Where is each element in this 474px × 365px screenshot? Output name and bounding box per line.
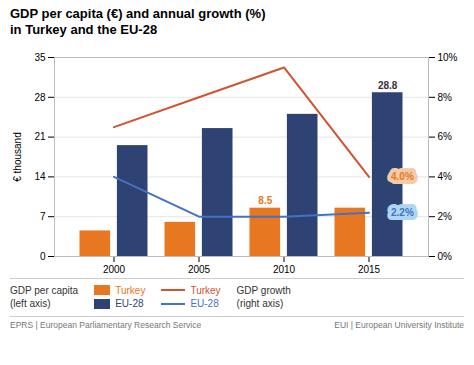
html-text:EPRS | European Parliamentary: EPRS | European Parliamentary Research S… bbox=[10, 319, 202, 330]
svg-text:21: 21 bbox=[34, 131, 46, 142]
svg-text:35: 35 bbox=[34, 51, 46, 62]
html-text:EU-28: EU-28 bbox=[115, 298, 144, 309]
html-text:in Turkey and the EU-28: in Turkey and the EU-28 bbox=[10, 22, 158, 38]
svg-text:6%: 6% bbox=[438, 131, 453, 142]
svg-text:2010: 2010 bbox=[273, 263, 296, 274]
svg-text:4.0%: 4.0% bbox=[391, 171, 414, 182]
svg-text:2%: 2% bbox=[438, 210, 453, 221]
svg-text:14: 14 bbox=[34, 171, 46, 182]
svg-text:0%: 0% bbox=[438, 250, 453, 261]
html-text:GDP growth (right axis): GDP growth (right axis) bbox=[236, 284, 291, 309]
svg-text:28: 28 bbox=[34, 91, 46, 102]
svg-text:2.2%: 2.2% bbox=[391, 206, 414, 217]
html-text:Turkey: Turkey bbox=[190, 284, 221, 296]
svg-text:8.5: 8.5 bbox=[258, 195, 272, 206]
html-text:EU-28: EU-28 bbox=[190, 298, 219, 309]
svg-text:2005: 2005 bbox=[188, 263, 211, 274]
svg-text:€ thousand: € thousand bbox=[12, 132, 23, 182]
svg-text:28.8: 28.8 bbox=[378, 79, 398, 90]
svg-text:4%: 4% bbox=[438, 171, 453, 182]
svg-text:7: 7 bbox=[40, 210, 46, 221]
svg-text:2000: 2000 bbox=[103, 263, 126, 274]
html-text:Turkey: Turkey bbox=[115, 284, 146, 296]
html-text:GDP per capita (€) and annual: GDP per capita (€) and annual growth (%) bbox=[10, 6, 266, 21]
svg-text:8%: 8% bbox=[438, 91, 453, 102]
svg-text:0: 0 bbox=[40, 250, 46, 261]
html-text:GDP per capita (left axis): GDP per capita (left axis) bbox=[10, 284, 79, 309]
html-text:EUI | European University Inst: EUI | European University Institute bbox=[334, 319, 464, 330]
svg-text:2015: 2015 bbox=[358, 263, 381, 274]
svg-text:10%: 10% bbox=[438, 51, 458, 62]
